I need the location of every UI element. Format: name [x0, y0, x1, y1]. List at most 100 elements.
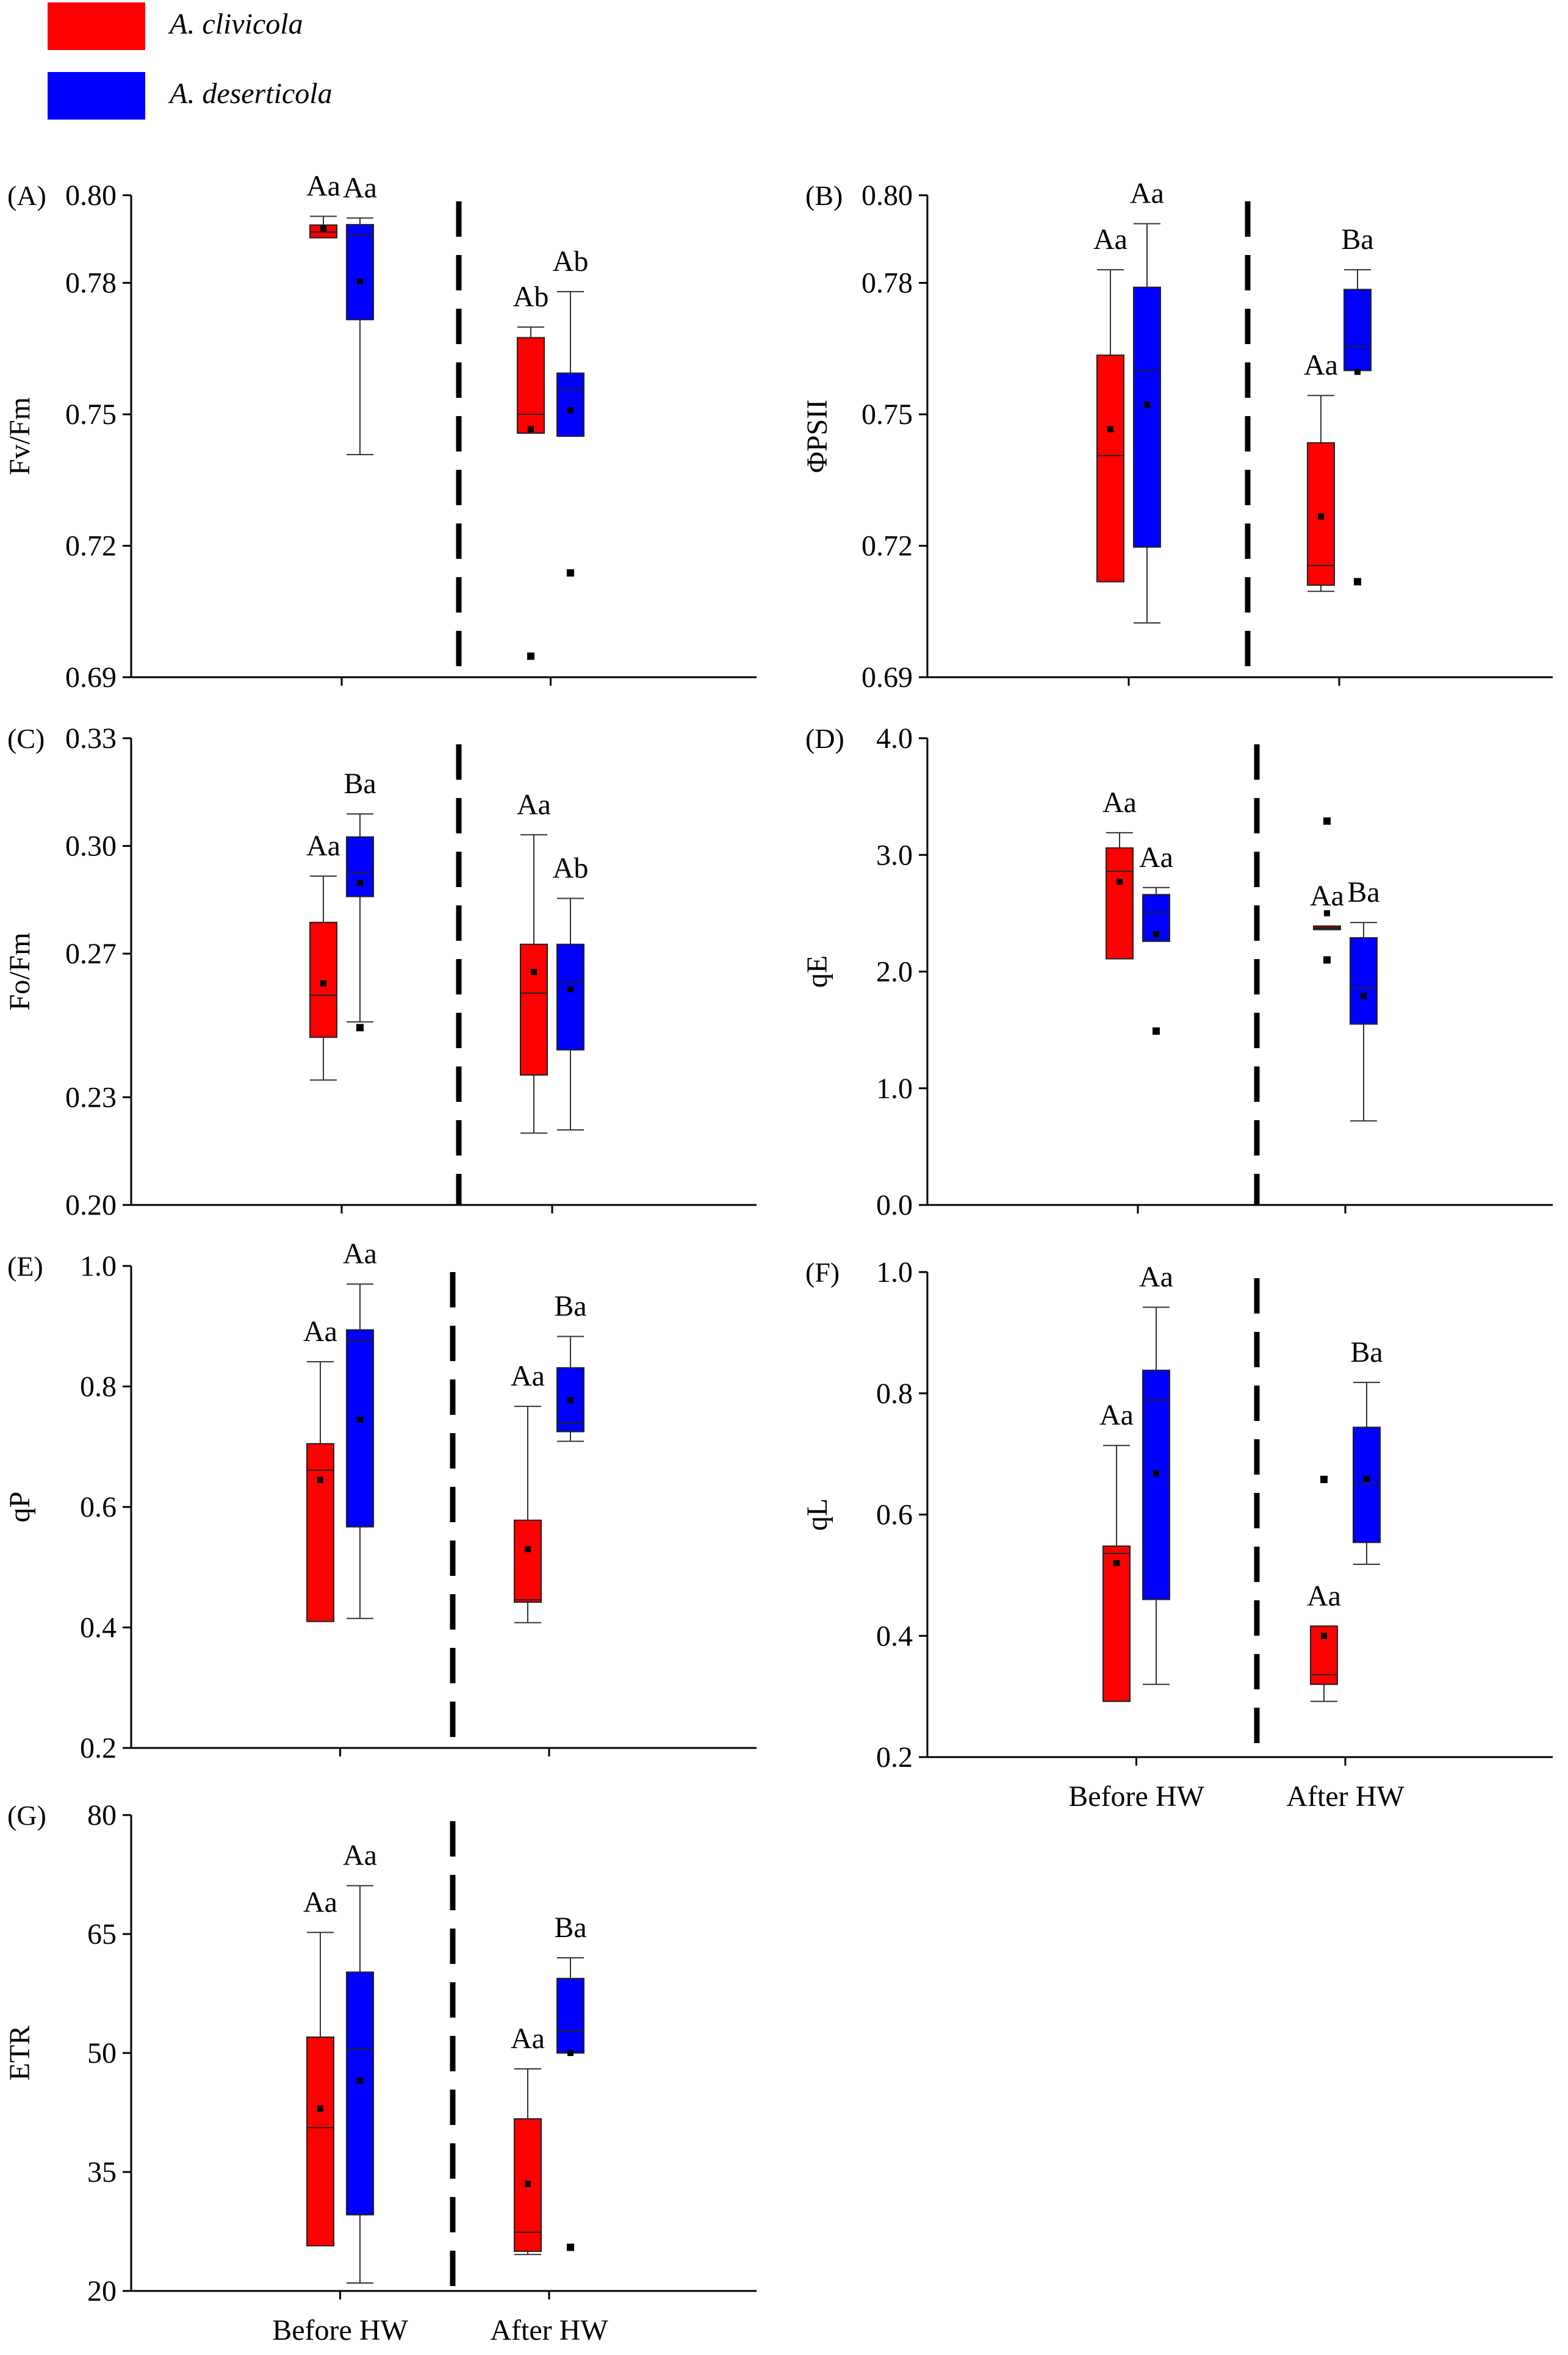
significance-letters: Ab: [513, 281, 549, 313]
mean-marker: [317, 2105, 323, 2112]
mean-marker: [1361, 993, 1367, 999]
box-deserticola-before: Aa: [343, 171, 377, 456]
y-tick-label: 0.6: [876, 1499, 913, 1531]
mean-marker: [1117, 879, 1123, 885]
mean-marker: [1107, 426, 1113, 433]
mean-marker: [1113, 1560, 1120, 1566]
y-axis-label: qE: [801, 955, 833, 988]
box-iqr: [346, 1329, 374, 1528]
significance-letters: Aa: [303, 1886, 337, 1918]
significance-letters: Aa: [1099, 1399, 1134, 1431]
significance-letters: Aa: [306, 830, 340, 862]
panel-label: (A): [7, 180, 46, 211]
box-clivicola-before: Aa: [306, 830, 340, 1081]
panel-label: (C): [7, 723, 45, 754]
box-iqr: [556, 372, 584, 437]
x-tick-label: After HW: [490, 2314, 608, 2346]
mean-marker: [567, 2050, 574, 2056]
box-deserticola-after: Ba: [1347, 876, 1380, 1122]
box-clivicola-after: Aa: [511, 1360, 545, 1623]
box-iqr: [346, 224, 374, 320]
y-tick-label: 0.8: [876, 1378, 913, 1410]
mean-marker: [531, 969, 537, 976]
y-tick-label: 1.0: [876, 1073, 913, 1105]
mean-marker: [357, 2077, 363, 2084]
y-tick-label: 0.69: [65, 661, 117, 694]
significance-letters: Aa: [511, 1360, 545, 1392]
significance-letters: Ab: [553, 852, 589, 884]
significance-letters: Aa: [511, 2022, 545, 2055]
x-tick-label: Before HW: [272, 2314, 408, 2346]
mean-marker: [1318, 513, 1324, 520]
box-deserticola-after: Ba: [1350, 1336, 1383, 1565]
significance-letters: Aa: [343, 171, 377, 204]
y-tick-label: 0.78: [65, 267, 117, 300]
outlier-point: [1153, 1027, 1160, 1035]
box-clivicola-after: Aa: [1307, 1475, 1341, 1702]
box-clivicola-before: Aa: [303, 1315, 337, 1622]
mean-marker: [357, 278, 363, 284]
significance-letters: Aa: [306, 170, 340, 202]
y-axis-label: ΦPSII: [801, 400, 833, 473]
legend-swatch-red: [48, 2, 145, 50]
panel-label: (D): [805, 723, 844, 754]
box-iqr: [517, 337, 545, 434]
box-deserticola-after: Ab: [553, 852, 589, 1131]
box-clivicola-after: Aa: [517, 788, 551, 1134]
mean-marker: [1364, 1475, 1370, 1482]
box-iqr: [1096, 354, 1124, 583]
y-tick-label: 4.0: [876, 722, 913, 755]
y-tick-label: 2.0: [876, 956, 913, 988]
y-tick-label: 0.75: [861, 398, 913, 431]
mean-marker: [1153, 931, 1159, 938]
y-tick-label: 0.30: [65, 830, 117, 863]
box-clivicola-after: Aa: [1304, 349, 1338, 592]
significance-letters: Aa: [1310, 880, 1344, 912]
significance-letters: Ba: [1347, 876, 1379, 908]
box-clivicola-after: Ab: [513, 281, 549, 660]
y-tick-label: 0.80: [65, 179, 117, 212]
box-iqr: [1142, 1369, 1170, 1600]
significance-letters: Aa: [303, 1315, 337, 1348]
box-deserticola-after: Ba: [554, 1911, 587, 2251]
significance-letters: Ba: [343, 768, 376, 800]
box-deserticola-before: Aa: [343, 1238, 377, 1619]
box-iqr: [346, 1971, 374, 2216]
mean-marker: [320, 980, 326, 987]
y-tick-label: 1.0: [876, 1256, 913, 1289]
panel-f: 0.2 0.4 0.6 0.8 1.0 Before HW After HW (F) qL Aa A…: [801, 1256, 1553, 1813]
y-tick-label: 35: [87, 2156, 117, 2188]
y-tick-label: 0.2: [876, 1741, 913, 1774]
y-tick-label: 0.72: [65, 530, 117, 563]
panel-e: 0.2 0.4 0.6 0.8 1.0 (E) qP Aa Aa Aa Ba: [4, 1238, 757, 1764]
y-axis-label: Fo/Fm: [4, 932, 36, 1010]
box-iqr: [346, 836, 374, 897]
outlier-point: [1354, 578, 1361, 586]
box-deserticola-after: Ba: [1341, 223, 1374, 586]
mean-marker: [317, 1476, 323, 1483]
y-tick-label: 0.4: [80, 1612, 117, 1644]
panel-label: (F): [805, 1257, 840, 1288]
box-iqr: [514, 1519, 542, 1603]
y-tick-label: 0.33: [65, 722, 117, 755]
box-deserticola-before: Aa: [1139, 841, 1173, 1035]
panel-label: (G): [7, 1800, 46, 1831]
y-tick-label: 0.8: [80, 1371, 117, 1403]
panel-label: (B): [805, 180, 843, 211]
box-iqr: [1350, 937, 1378, 1025]
legend-item-clivicola: [48, 2, 145, 50]
box-iqr: [1353, 1426, 1381, 1544]
y-tick-label: 0.72: [861, 530, 913, 563]
significance-letters: Aa: [343, 1238, 377, 1270]
mean-marker: [525, 1546, 531, 1553]
legend-swatch-blue: [48, 72, 145, 120]
outlier-point: [1323, 956, 1331, 964]
box-deserticola-after: Ab: [553, 245, 588, 577]
box-deserticola-before: Ba: [343, 768, 376, 1032]
box-iqr: [1102, 1545, 1131, 1702]
significance-letters: Aa: [1093, 223, 1127, 256]
y-tick-label: 50: [87, 2037, 117, 2069]
significance-letters: Ba: [1350, 1336, 1383, 1368]
mean-marker: [567, 986, 574, 993]
